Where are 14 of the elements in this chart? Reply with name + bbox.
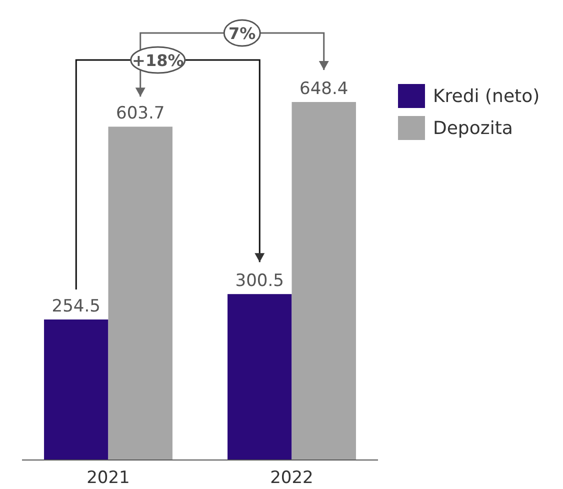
x-tick-label: 2022 bbox=[270, 468, 314, 488]
data-label: 603.7 bbox=[116, 104, 165, 124]
x-tick-label: 2021 bbox=[86, 468, 130, 488]
bar bbox=[108, 126, 172, 460]
text: +18% bbox=[132, 51, 184, 70]
bar bbox=[228, 294, 292, 460]
legend-label: Kredi (neto) bbox=[433, 86, 540, 107]
bar bbox=[44, 319, 108, 460]
data-label: 648.4 bbox=[300, 79, 348, 99]
data-label: 300.5 bbox=[235, 271, 284, 292]
bar bbox=[292, 102, 356, 460]
text: 7% bbox=[228, 24, 256, 43]
data-label: 254.5 bbox=[52, 296, 100, 316]
legend-label: Depozita bbox=[433, 118, 513, 139]
